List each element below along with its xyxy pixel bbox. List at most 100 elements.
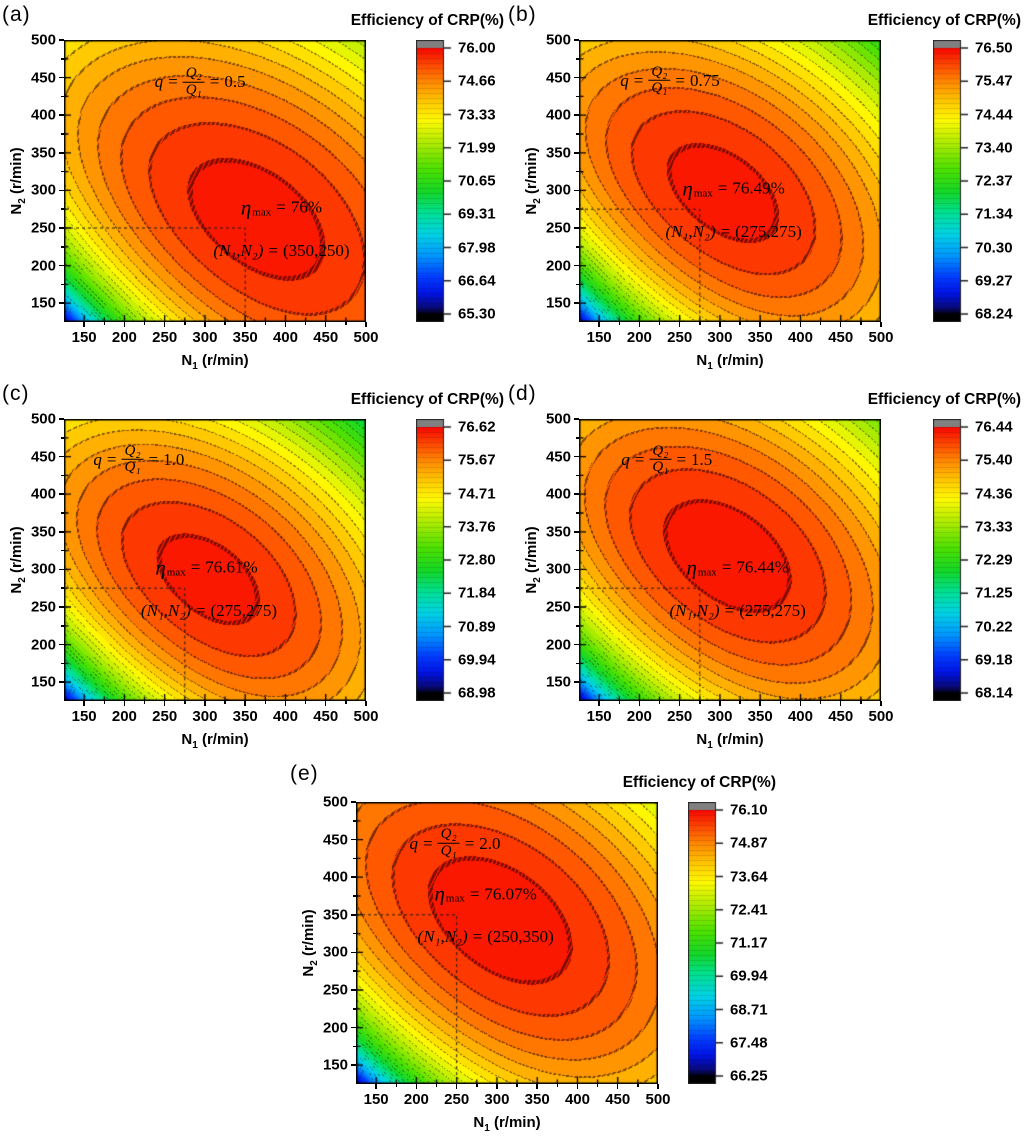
x-tick-mark bbox=[224, 701, 226, 704]
colorbar-tick-label: 72.37 bbox=[975, 172, 1013, 190]
fraction-numerator: Q₂ bbox=[649, 443, 672, 461]
colorbar-tick-label: 68.24 bbox=[975, 305, 1013, 323]
x-tick-mark bbox=[415, 1084, 418, 1089]
eta-value: 76% bbox=[290, 197, 323, 217]
eta-symbol: η bbox=[240, 195, 252, 220]
y-tick-mark bbox=[353, 1045, 356, 1048]
colorbar-c bbox=[416, 419, 452, 701]
x-tick-mark bbox=[860, 701, 862, 704]
equals-sign: = bbox=[190, 557, 201, 577]
y-tick-label: 300 bbox=[322, 943, 348, 961]
y-tick-label: 250 bbox=[545, 598, 571, 616]
y-tick-mark bbox=[574, 114, 579, 116]
y-tick-mark bbox=[59, 39, 64, 41]
eta-max-annotation-d: η max = 76.44% bbox=[686, 555, 788, 580]
y-tick-mark bbox=[574, 227, 579, 229]
contour-plot-c bbox=[64, 419, 366, 701]
point-value: (275,275) bbox=[739, 600, 806, 620]
y-tick-label: 200 bbox=[30, 636, 56, 654]
eta-symbol: η bbox=[434, 881, 445, 906]
y-tick-mark bbox=[576, 662, 579, 665]
y-tick-label: 500 bbox=[30, 31, 56, 49]
y-tick-mark bbox=[59, 264, 64, 267]
fraction-numerator: Q₂ bbox=[121, 443, 144, 461]
y-tick-label: 500 bbox=[322, 793, 348, 811]
y-tick-mark bbox=[61, 474, 64, 477]
eta-max-annotation-b: η max = 76.49% bbox=[682, 176, 784, 201]
x-tick-label: 150 bbox=[71, 329, 97, 346]
optimum-point-annotation-b: (N₁,N₂) = (275,275) bbox=[665, 222, 801, 242]
y-tick-label: 400 bbox=[322, 868, 348, 886]
y-tick-mark bbox=[574, 493, 579, 495]
x-tick-mark bbox=[880, 322, 882, 327]
equals-sign: = bbox=[676, 449, 687, 469]
y-tick-mark bbox=[574, 152, 579, 154]
x-tick-mark bbox=[576, 1084, 579, 1089]
x-tick-mark bbox=[345, 701, 347, 704]
y-tick-label: 350 bbox=[545, 523, 571, 541]
x-tick-label: 300 bbox=[707, 329, 733, 346]
y-tick-mark bbox=[353, 1008, 356, 1010]
x-tick-label: 200 bbox=[403, 1091, 429, 1108]
q-symbol: q bbox=[154, 72, 164, 92]
eta-max-annotation-e: η max = 76.07% bbox=[434, 882, 536, 907]
y-tick-label: 250 bbox=[545, 219, 571, 237]
x-tick-mark bbox=[699, 701, 701, 704]
colorbar-tick-label: 70.65 bbox=[458, 172, 496, 190]
x-tick-mark bbox=[638, 322, 641, 327]
equals-sign: = bbox=[633, 70, 644, 90]
x-tick-label: 250 bbox=[667, 329, 693, 346]
x-tick-label: 300 bbox=[707, 708, 733, 725]
y-tick-mark bbox=[61, 549, 64, 552]
y-tick-mark bbox=[61, 95, 64, 98]
eta-max-annotation-c: η max = 76.61% bbox=[155, 555, 257, 580]
eta-symbol: η bbox=[682, 176, 693, 201]
x-tick-label: 350 bbox=[524, 1091, 550, 1108]
y-tick-label: 400 bbox=[545, 485, 571, 503]
colorbar-tick-label: 74.36 bbox=[975, 485, 1013, 502]
x-tick-label: 250 bbox=[444, 1091, 470, 1108]
q-ratio-annotation-b: q = Q₂ Q₁ = 0.75 bbox=[620, 64, 720, 97]
x-tick-mark bbox=[395, 1084, 398, 1087]
equals-sign: = bbox=[423, 833, 433, 853]
contour-plot-a bbox=[64, 40, 366, 322]
eta-symbol: η bbox=[155, 555, 166, 580]
x-tick-mark bbox=[618, 322, 621, 325]
x-tick-mark bbox=[839, 322, 842, 327]
colorbar-tick-label: 66.64 bbox=[458, 272, 496, 290]
y-tick-mark bbox=[59, 493, 64, 495]
y-tick-mark bbox=[59, 227, 64, 229]
y-tick-mark bbox=[59, 152, 64, 154]
y-tick-label: 250 bbox=[30, 219, 56, 237]
y-tick-mark bbox=[576, 58, 579, 60]
equals-sign: = bbox=[469, 884, 480, 904]
fraction-denominator: Q₁ bbox=[652, 459, 669, 476]
x-tick-mark bbox=[779, 322, 782, 325]
y-tick-mark bbox=[574, 264, 579, 267]
point-value: (350,250) bbox=[282, 240, 350, 260]
contour-plot-d bbox=[579, 419, 881, 701]
y-tick-mark bbox=[576, 208, 579, 210]
y-tick-mark bbox=[576, 437, 579, 439]
q-fraction: Q₂ Q₁ bbox=[437, 826, 460, 860]
colorbar-tick-label: 74.71 bbox=[458, 485, 496, 502]
x-tick-label: 150 bbox=[363, 1091, 389, 1108]
y-tick-label: 450 bbox=[545, 448, 571, 466]
x-tick-mark bbox=[204, 701, 206, 706]
y-tick-mark bbox=[61, 662, 64, 665]
y-tick-mark bbox=[576, 549, 579, 552]
q-symbol: q bbox=[409, 833, 419, 853]
colorbar-tick-label: 74.87 bbox=[730, 834, 768, 852]
point-lhs: (N₁,N₂) bbox=[140, 600, 191, 620]
y-tick-label: 200 bbox=[545, 257, 571, 275]
y-tick-mark bbox=[59, 643, 64, 646]
x-axis-label-c: N1 (r/min) bbox=[181, 731, 249, 751]
y-tick-label: 500 bbox=[545, 31, 571, 49]
point-value: (250,350) bbox=[487, 927, 554, 947]
y-tick-mark bbox=[61, 246, 64, 248]
x-tick-label: 300 bbox=[192, 329, 218, 346]
x-tick-mark bbox=[598, 701, 600, 706]
y-tick-mark bbox=[353, 820, 356, 822]
x-tick-label: 300 bbox=[192, 708, 218, 725]
y-tick-mark bbox=[59, 455, 64, 458]
